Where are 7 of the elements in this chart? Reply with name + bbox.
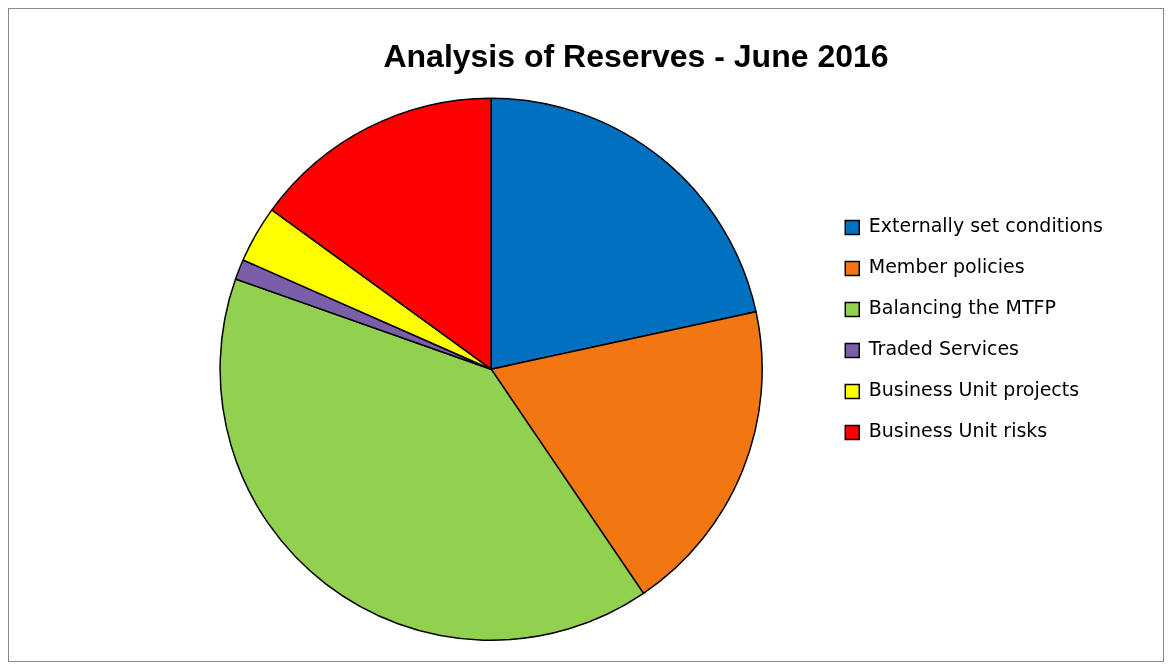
legend-label: Member policies — [868, 255, 1025, 278]
legend-label: Business Unit projects — [868, 378, 1080, 401]
legend-label: Externally set conditions — [868, 214, 1103, 237]
chart-title: Analysis of Reserves - June 2016 — [383, 38, 889, 75]
legend-label: Traded Services — [867, 337, 1020, 360]
legend-label: Business Unit risks — [868, 419, 1048, 442]
legend-label: Balancing the MTFP — [868, 296, 1056, 319]
